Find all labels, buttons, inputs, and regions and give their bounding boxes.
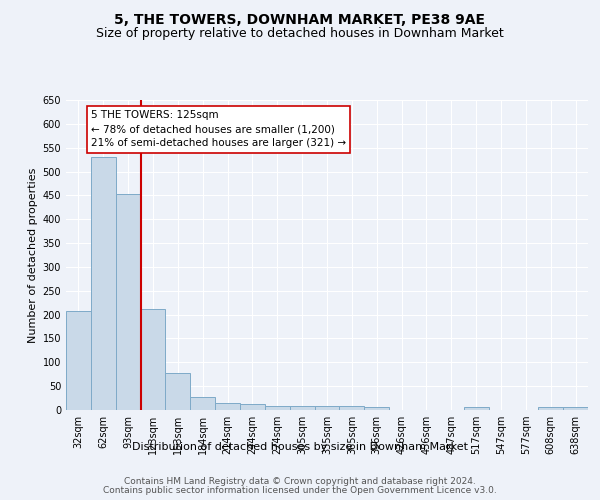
Bar xyxy=(215,403,240,410)
Text: Contains public sector information licensed under the Open Government Licence v3: Contains public sector information licen… xyxy=(103,486,497,495)
Text: Contains HM Land Registry data © Crown copyright and database right 2024.: Contains HM Land Registry data © Crown c… xyxy=(124,477,476,486)
Bar xyxy=(464,407,488,410)
Bar xyxy=(91,157,116,410)
Text: Distribution of detached houses by size in Downham Market: Distribution of detached houses by size … xyxy=(132,442,468,452)
Y-axis label: Number of detached properties: Number of detached properties xyxy=(28,168,38,342)
Bar xyxy=(340,406,364,410)
Bar xyxy=(140,309,166,410)
Bar xyxy=(166,373,190,410)
Bar xyxy=(538,407,563,410)
Bar xyxy=(190,397,215,410)
Bar xyxy=(290,406,314,410)
Bar xyxy=(116,194,140,410)
Text: 5 THE TOWERS: 125sqm
← 78% of detached houses are smaller (1,200)
21% of semi-de: 5 THE TOWERS: 125sqm ← 78% of detached h… xyxy=(91,110,346,148)
Text: Size of property relative to detached houses in Downham Market: Size of property relative to detached ho… xyxy=(96,28,504,40)
Bar xyxy=(364,407,389,410)
Bar xyxy=(66,312,91,410)
Bar xyxy=(563,407,588,410)
Bar xyxy=(265,406,290,410)
Bar xyxy=(314,406,340,410)
Bar xyxy=(240,404,265,410)
Text: 5, THE TOWERS, DOWNHAM MARKET, PE38 9AE: 5, THE TOWERS, DOWNHAM MARKET, PE38 9AE xyxy=(115,12,485,26)
